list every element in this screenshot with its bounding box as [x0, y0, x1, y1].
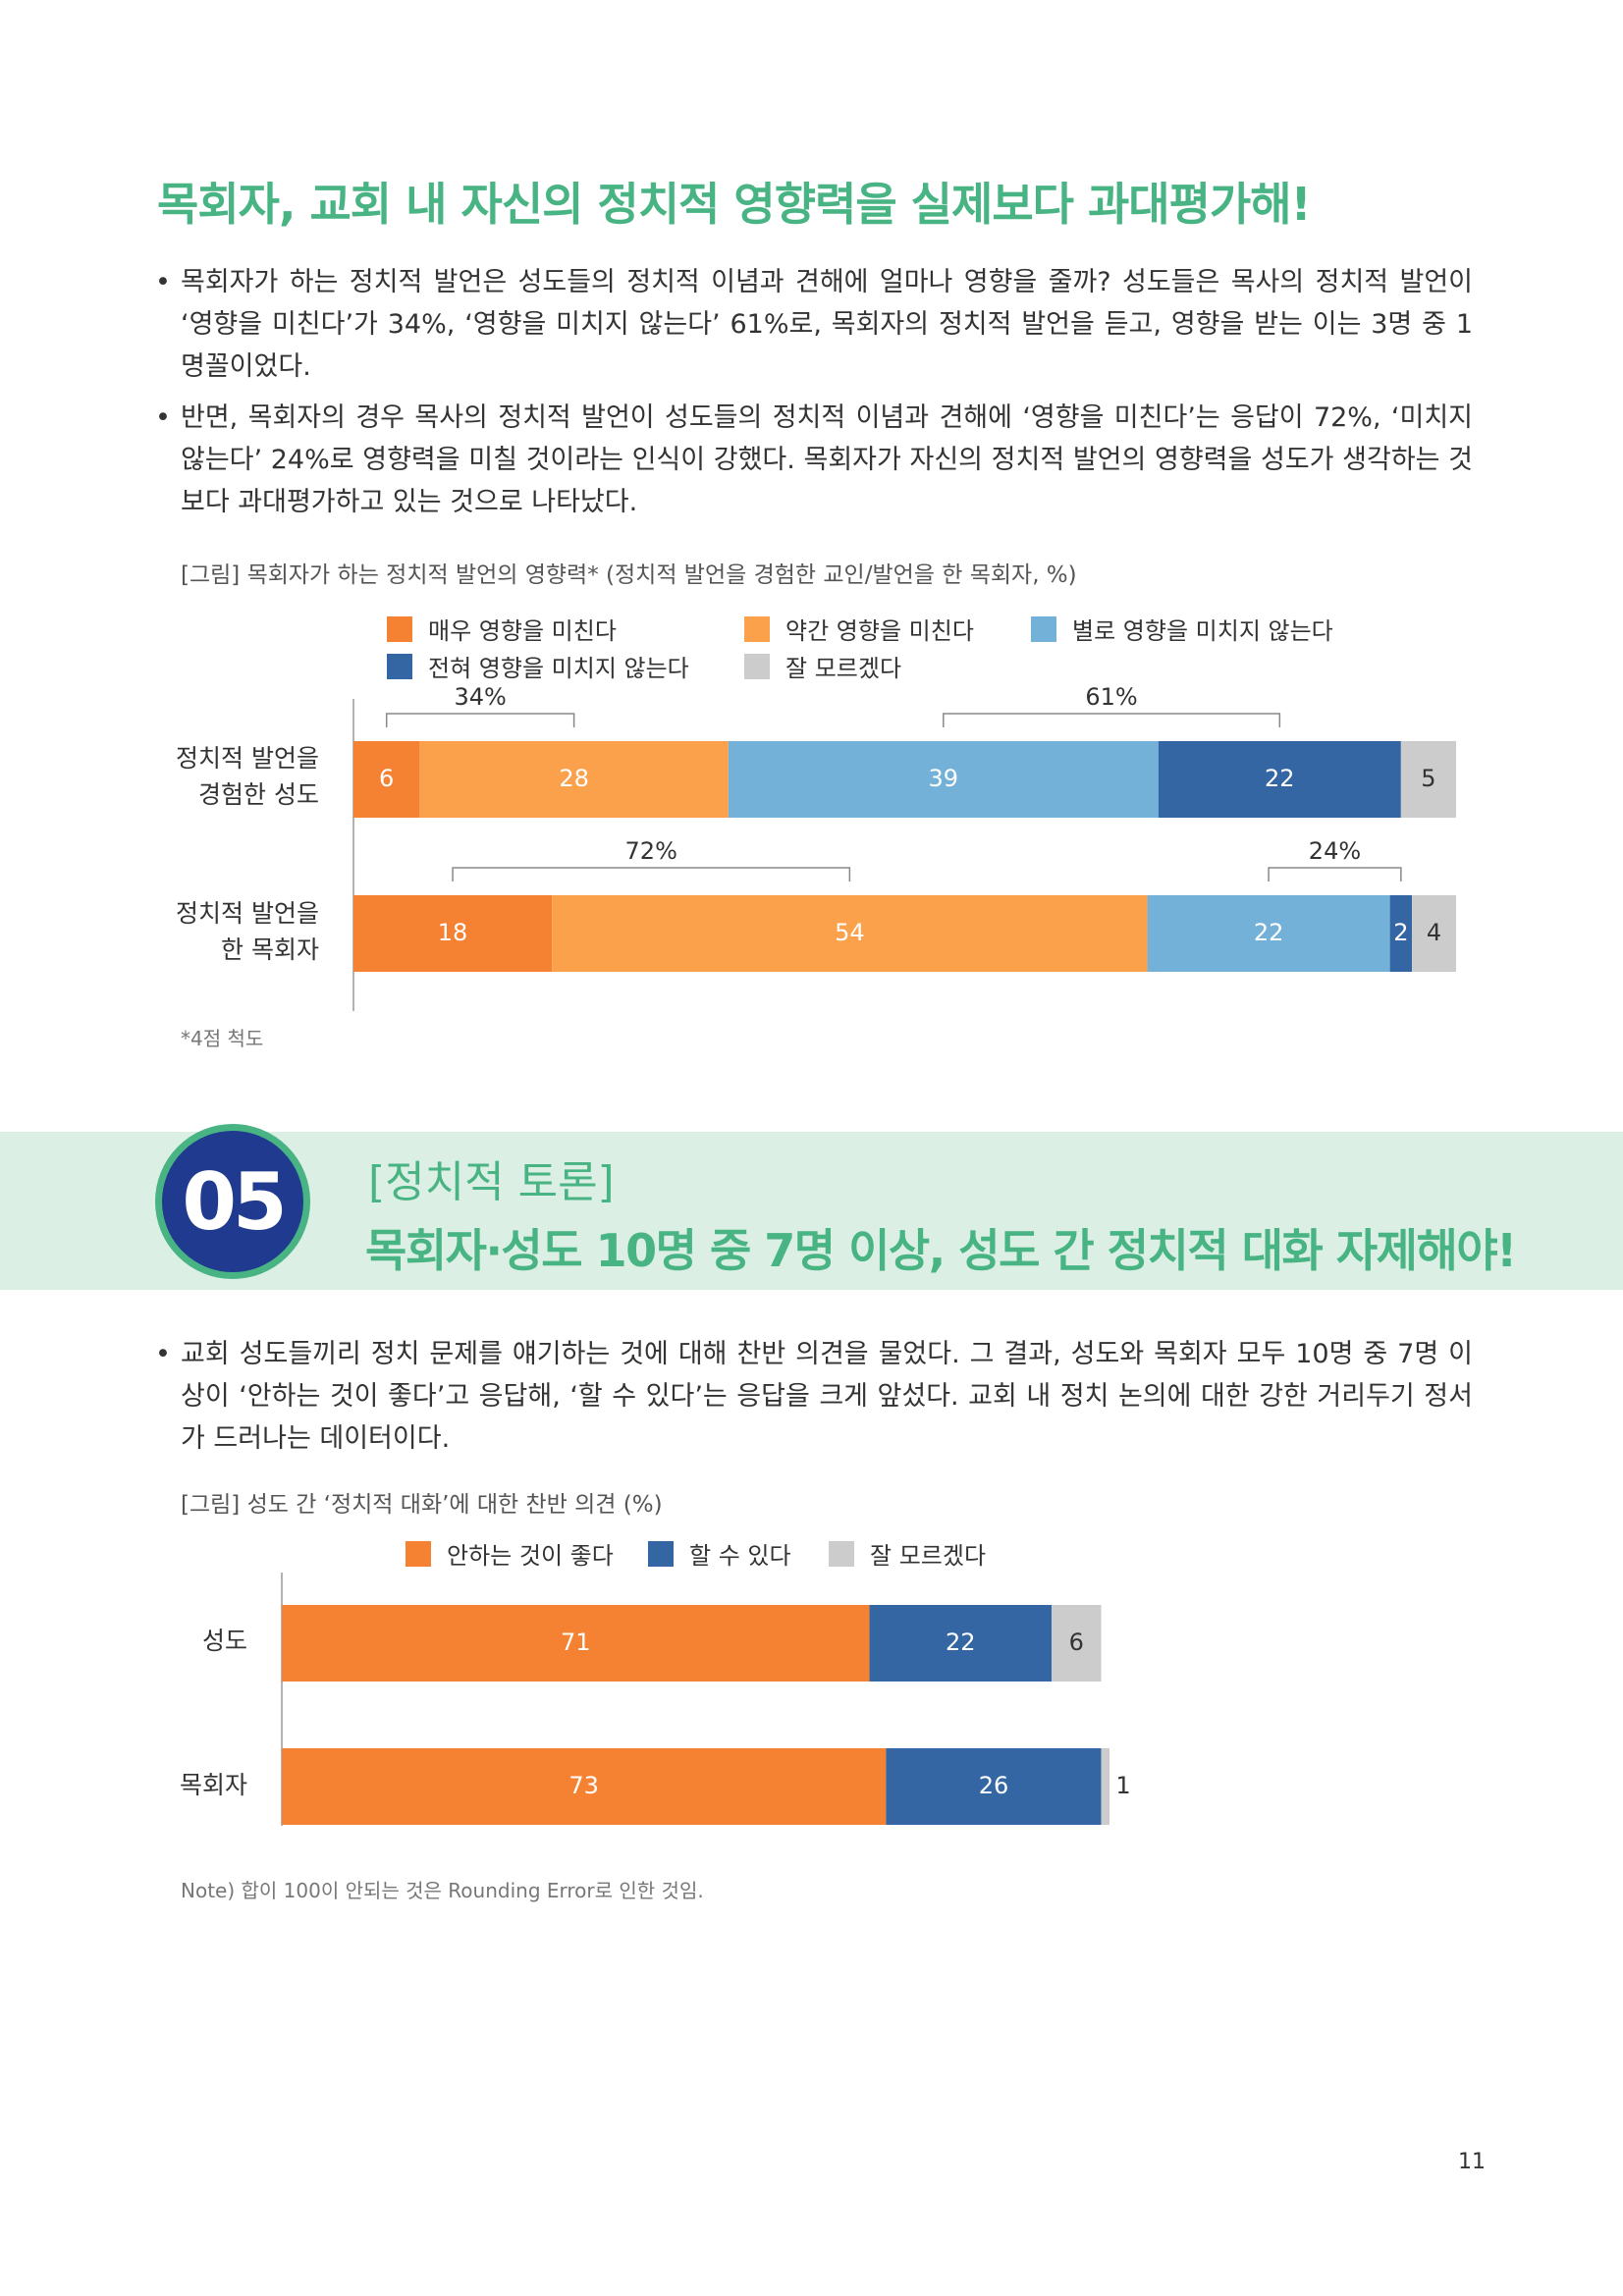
bar-segment	[1158, 741, 1401, 818]
legend-label: 잘 모르겠다	[785, 655, 902, 682]
bar-segment	[353, 895, 553, 972]
data-label: 22	[946, 1629, 976, 1656]
section-title: 목회자·성도 10명 중 7명 이상, 성도 간 정치적 대화 자제해야!	[365, 1224, 1517, 1277]
row-label: 정치적 발언을 경험한 성도	[176, 744, 319, 809]
bar-segment	[282, 1748, 887, 1825]
data-label: 71	[561, 1629, 591, 1656]
bar-segment	[886, 1748, 1102, 1825]
data-label: 6	[379, 765, 394, 792]
figure1-caption: [그림] 목회자가 하는 정치적 발언의 영향력* (정치적 발언을 경험한 교…	[181, 562, 1077, 588]
bar-segment	[353, 741, 420, 818]
section-subtitle: [정치적 토론]	[368, 1157, 615, 1207]
legend-label: 할 수 있다	[689, 1542, 791, 1570]
legend-swatch	[648, 1540, 674, 1567]
bar-segment	[552, 895, 1148, 972]
legend-item: 잘 모르겠다	[829, 1536, 986, 1571]
legend-label: 약간 영향을 미친다	[785, 617, 974, 645]
bar-segment	[1400, 741, 1456, 818]
legend-swatch	[1031, 615, 1056, 642]
bullet-item: • 반면, 목회자의 경우 목사의 정치적 발언이 성도들의 정치적 이념과 견…	[155, 397, 1473, 523]
bar-segment	[282, 1605, 870, 1682]
bullet-mark: •	[155, 267, 171, 297]
bullet-mark: •	[155, 402, 171, 433]
data-label: 39	[929, 765, 959, 792]
legend-label: 안하는 것이 좋다	[447, 1542, 614, 1570]
legend-label: 별로 영향을 미치지 않는다	[1072, 617, 1333, 645]
legend-swatch	[744, 615, 770, 642]
bracket-line	[452, 867, 851, 881]
bar-segment	[1412, 895, 1456, 972]
legend-label: 잘 모르겠다	[870, 1542, 987, 1570]
headline: 목회자, 교회 내 자신의 정치적 영향력을 실제보다 과대평가해!	[157, 178, 1312, 231]
legend-swatch	[387, 615, 412, 642]
bar-segment	[1051, 1605, 1102, 1682]
bracket-label: 24%	[1309, 837, 1361, 865]
data-label: 22	[1254, 919, 1284, 946]
data-label: 26	[979, 1772, 1009, 1799]
bullet-text: 목회자가 하는 정치적 발언은 성도들의 정치적 이념과 견해에 얼마나 영향을…	[181, 267, 1473, 382]
bar-segment	[1101, 1748, 1109, 1825]
page-number: 11	[1458, 2150, 1486, 2174]
bracket-label: 72%	[625, 837, 677, 865]
chart-political-talk: 71 22 6 73 26 1	[281, 1573, 1131, 1826]
chart-influence: 6 28 39 22 534% 61%18 54 22 2 472% 24%	[352, 687, 1456, 1011]
bullet-mark: •	[155, 1339, 171, 1369]
bullet-text: 교회 성도들끼리 정치 문제를 얘기하는 것에 대해 찬반 의견을 물었다. 그…	[181, 1339, 1473, 1454]
bracket-line	[385, 713, 575, 727]
bar-segment	[1389, 895, 1413, 972]
figure2-caption: [그림] 성도 간 ‘정치적 대화’에 대한 찬반 의견 (%)	[181, 1492, 663, 1518]
data-label: 4	[1427, 919, 1441, 946]
legend-swatch	[744, 653, 770, 679]
figure2-note: Note) 합이 100이 안되는 것은 Rounding Error로 인한 …	[181, 1879, 704, 1902]
legend-label: 전혀 영향을 미치지 않는다	[428, 655, 689, 682]
legend-item: 약간 영향을 미친다	[744, 612, 974, 646]
data-label: 18	[438, 919, 468, 946]
bar-segment	[1147, 895, 1390, 972]
figure1-note: *4점 척도	[181, 1027, 264, 1050]
legend-item: 잘 모르겠다	[744, 649, 901, 683]
legend-item: 매우 영향을 미친다	[387, 612, 617, 646]
bullet-item: • 교회 성도들끼리 정치 문제를 얘기하는 것에 대해 찬반 의견을 물었다.…	[155, 1333, 1473, 1460]
row-label: 성도	[201, 1627, 247, 1655]
legend-swatch	[406, 1540, 431, 1567]
data-label: 54	[835, 919, 865, 946]
bar-segment	[869, 1605, 1052, 1682]
bar-segment	[728, 741, 1159, 818]
row-label: 목회자	[179, 1771, 247, 1799]
bullet-item: • 목회자가 하는 정치적 발언은 성도들의 정치적 이념과 견해에 얼마나 영…	[155, 261, 1473, 388]
legend-label: 매우 영향을 미친다	[428, 617, 617, 645]
legend-item: 할 수 있다	[648, 1536, 791, 1571]
data-label: 28	[559, 765, 589, 792]
bracket-label: 61%	[1085, 687, 1137, 711]
bar-segment	[419, 741, 729, 818]
bullet-text: 반면, 목회자의 경우 목사의 정치적 발언이 성도들의 정치적 이념과 견해에…	[181, 402, 1473, 517]
section-number-badge: 05	[155, 1124, 310, 1279]
bracket-label: 34%	[454, 687, 506, 711]
legend-item: 별로 영향을 미치지 않는다	[1031, 612, 1333, 646]
data-label: 1	[1115, 1772, 1130, 1799]
data-label: 73	[568, 1772, 599, 1799]
data-label: 22	[1265, 765, 1295, 792]
bracket-line	[1268, 867, 1402, 881]
legend-item: 안하는 것이 좋다	[406, 1536, 614, 1571]
bracket-line	[943, 713, 1281, 727]
data-label: 2	[1393, 919, 1408, 946]
legend-swatch	[829, 1540, 854, 1567]
data-label: 5	[1421, 765, 1435, 792]
row-label: 정치적 발언을 한 목회자	[176, 899, 319, 964]
data-label: 6	[1069, 1629, 1084, 1656]
legend-swatch	[387, 653, 412, 679]
legend-item: 전혀 영향을 미치지 않는다	[387, 649, 689, 683]
